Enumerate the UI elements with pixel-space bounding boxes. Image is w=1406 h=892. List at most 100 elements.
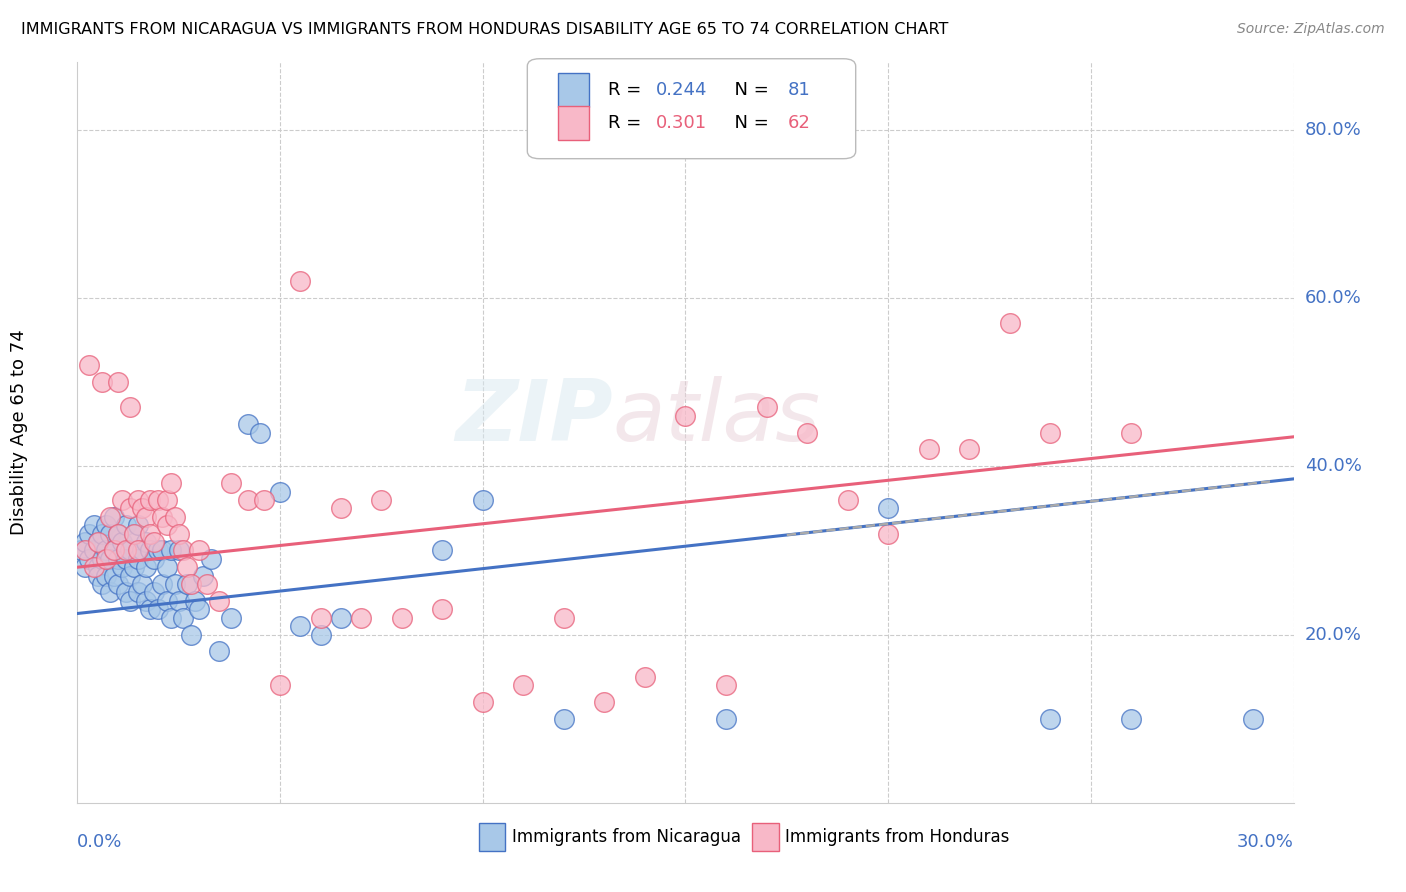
- Point: [118, 594, 141, 608]
- Point: [188, 602, 211, 616]
- Point: [115, 518, 138, 533]
- Point: [79, 551, 101, 566]
- Point: [1121, 425, 1143, 440]
- Point: [118, 401, 141, 415]
- Point: [236, 417, 259, 432]
- Point: [131, 543, 153, 558]
- Point: [1039, 712, 1062, 726]
- Point: [86, 535, 108, 549]
- Point: [163, 577, 186, 591]
- Point: [998, 316, 1021, 330]
- Point: [131, 501, 153, 516]
- Point: [139, 543, 162, 558]
- Point: [195, 577, 218, 591]
- FancyBboxPatch shape: [478, 822, 505, 851]
- Point: [70, 543, 93, 558]
- Text: 0.301: 0.301: [657, 114, 707, 132]
- Point: [118, 568, 141, 582]
- Point: [290, 274, 312, 288]
- Point: [135, 594, 157, 608]
- Point: [471, 492, 494, 507]
- Text: Immigrants from Nicaragua: Immigrants from Nicaragua: [512, 828, 741, 846]
- Point: [208, 594, 231, 608]
- Point: [75, 543, 97, 558]
- Point: [111, 535, 134, 549]
- Point: [176, 560, 198, 574]
- Point: [75, 535, 97, 549]
- Point: [714, 678, 737, 692]
- Point: [155, 492, 177, 507]
- Text: N =: N =: [723, 114, 775, 132]
- Point: [172, 610, 194, 624]
- Point: [755, 401, 778, 415]
- Point: [191, 568, 214, 582]
- Point: [155, 560, 177, 574]
- Point: [180, 627, 202, 641]
- Text: 30.0%: 30.0%: [1237, 833, 1294, 851]
- Point: [90, 551, 112, 566]
- FancyBboxPatch shape: [558, 73, 589, 107]
- Point: [107, 577, 129, 591]
- Point: [1241, 712, 1264, 726]
- Point: [90, 526, 112, 541]
- Point: [180, 577, 202, 591]
- Point: [148, 492, 170, 507]
- Point: [118, 543, 141, 558]
- Text: ZIP: ZIP: [454, 376, 613, 459]
- Point: [122, 526, 145, 541]
- Point: [1039, 425, 1062, 440]
- Text: Immigrants from Honduras: Immigrants from Honduras: [785, 828, 1010, 846]
- Point: [143, 551, 166, 566]
- Point: [107, 526, 129, 541]
- Point: [94, 568, 117, 582]
- Point: [131, 577, 153, 591]
- Point: [127, 585, 149, 599]
- Point: [118, 501, 141, 516]
- Point: [79, 359, 101, 373]
- Point: [714, 712, 737, 726]
- Point: [208, 644, 231, 658]
- Point: [98, 585, 121, 599]
- Text: 62: 62: [787, 114, 810, 132]
- Text: 80.0%: 80.0%: [1305, 120, 1361, 139]
- Point: [107, 526, 129, 541]
- Point: [176, 577, 198, 591]
- Point: [253, 492, 276, 507]
- Point: [350, 610, 373, 624]
- Point: [152, 509, 174, 524]
- Point: [103, 543, 125, 558]
- Point: [159, 610, 181, 624]
- Point: [1121, 712, 1143, 726]
- Point: [152, 577, 174, 591]
- Point: [127, 518, 149, 533]
- FancyBboxPatch shape: [527, 59, 856, 159]
- Point: [329, 501, 352, 516]
- Text: 20.0%: 20.0%: [1305, 625, 1361, 643]
- Text: IMMIGRANTS FROM NICARAGUA VS IMMIGRANTS FROM HONDURAS DISABILITY AGE 65 TO 74 CO: IMMIGRANTS FROM NICARAGUA VS IMMIGRANTS …: [21, 22, 949, 37]
- Point: [796, 425, 818, 440]
- Point: [135, 560, 157, 574]
- Text: Source: ZipAtlas.com: Source: ZipAtlas.com: [1237, 22, 1385, 37]
- Point: [512, 678, 534, 692]
- Point: [329, 610, 352, 624]
- Point: [167, 526, 190, 541]
- Point: [143, 535, 166, 549]
- Point: [86, 535, 108, 549]
- Point: [957, 442, 980, 457]
- Point: [103, 543, 125, 558]
- Point: [139, 602, 162, 616]
- Point: [143, 585, 166, 599]
- Point: [430, 602, 453, 616]
- Text: 40.0%: 40.0%: [1305, 458, 1361, 475]
- Point: [184, 594, 207, 608]
- Point: [309, 610, 332, 624]
- Point: [107, 375, 129, 389]
- Text: 0.0%: 0.0%: [77, 833, 122, 851]
- Point: [148, 602, 170, 616]
- Point: [115, 551, 138, 566]
- Point: [139, 526, 162, 541]
- Point: [107, 551, 129, 566]
- Point: [86, 560, 108, 574]
- Point: [877, 526, 900, 541]
- Point: [98, 551, 121, 566]
